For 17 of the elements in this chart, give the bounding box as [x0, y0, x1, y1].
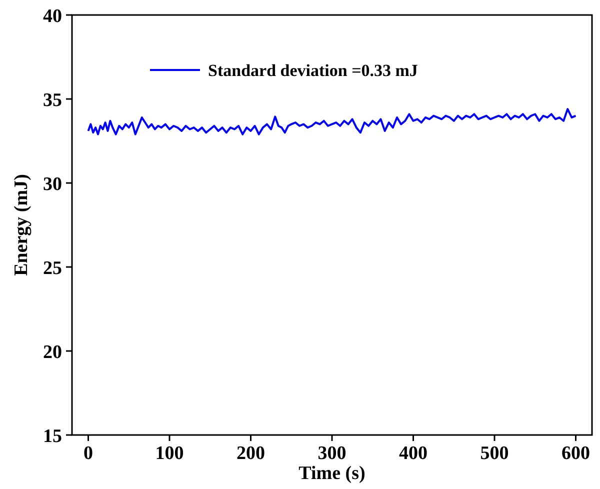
x-tick-label: 400 [399, 443, 428, 464]
y-tick-label: 35 [43, 90, 62, 111]
y-tick-label: 20 [43, 342, 62, 363]
y-tick-label: 15 [43, 426, 62, 447]
y-tick-label: 30 [43, 174, 62, 195]
y-axis-title: Energy (mJ) [11, 174, 32, 276]
line-series [87, 108, 577, 136]
x-tick-label: 100 [155, 443, 184, 464]
legend-label: Standard deviation =0.33 mJ [208, 61, 418, 80]
x-axis-title: Time (s) [298, 463, 366, 484]
x-tick-label: 500 [480, 443, 509, 464]
y-tick-label: 25 [43, 258, 62, 279]
x-tick-label: 600 [562, 443, 590, 464]
y-tick-label: 40 [43, 6, 62, 27]
x-tick-label: 0 [84, 443, 93, 464]
x-tick-label: 200 [236, 443, 265, 464]
x-tick-label: 300 [318, 443, 346, 464]
